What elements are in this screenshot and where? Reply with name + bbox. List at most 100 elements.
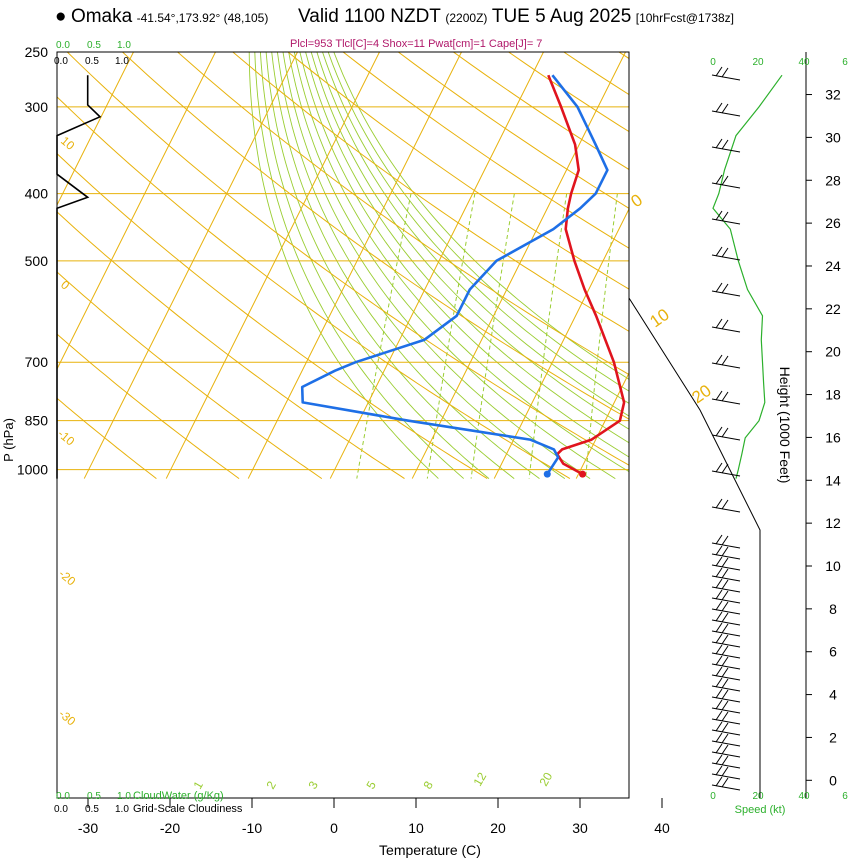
pressure-tick-label: 700 <box>25 354 49 370</box>
wind-barb-icon <box>711 655 741 670</box>
wind-barb-flag <box>721 283 729 294</box>
moist-adiabat-line <box>305 52 629 444</box>
wind-barb-flag <box>721 656 729 667</box>
height-tick-label: 26 <box>825 215 841 231</box>
wind-barb-flag <box>715 743 723 754</box>
moist-adiabat-line <box>276 52 566 479</box>
wind-barb-flag <box>721 546 729 557</box>
moist-adiabat-line <box>299 52 629 458</box>
wind-barb-flag <box>715 600 723 611</box>
x-tick-label: -30 <box>78 820 98 836</box>
mixing-ratio-line <box>528 193 568 479</box>
wind-barb-flag <box>715 567 723 578</box>
height-tick-label: 12 <box>825 515 841 531</box>
wind-barb-flag <box>721 634 729 645</box>
cloud-water-tick-bottom: 1.0 <box>117 791 131 802</box>
wind-barb-flag <box>721 211 729 222</box>
wind-speed-profile-line <box>712 74 783 479</box>
isotherm-line <box>247 52 462 479</box>
pressure-tick-label: 400 <box>25 186 49 202</box>
isotherm-line <box>329 52 544 479</box>
wind-barb-flag <box>721 711 729 722</box>
temperature-surface-marker <box>579 470 587 478</box>
wind-barb-icon <box>711 644 741 659</box>
wind-barb-flag <box>721 499 729 510</box>
dry-adiabat-line <box>674 52 850 479</box>
wind-speed-tick-bottom: 6 <box>842 791 848 802</box>
wind-barb-icon <box>711 102 741 117</box>
mixing-ratio-line <box>426 193 476 479</box>
wind-barb-flag <box>715 688 723 699</box>
wind-barb-flag <box>721 427 729 438</box>
height-tick-label: 10 <box>825 558 841 574</box>
wind-barb-icon <box>711 138 741 153</box>
wind-barb-flag <box>715 426 723 437</box>
x-tick-label: 40 <box>654 820 670 836</box>
wind-barb-flag <box>715 589 723 600</box>
wind-speed-tick-top: 20 <box>752 57 764 68</box>
cloud-water-tick-top: 1.0 <box>117 40 131 51</box>
dry-adiabat-line <box>57 211 405 480</box>
height-tick-label: 22 <box>825 301 841 317</box>
wind-barb-flag <box>715 556 723 567</box>
wind-barb-flag <box>721 733 729 744</box>
wind-barb-flag <box>721 678 729 689</box>
wind-barb-flag <box>721 645 729 656</box>
wind-barb-flag <box>715 174 723 185</box>
wind-barb-flag <box>715 677 723 688</box>
wind-barb-flag <box>715 282 723 293</box>
plot-area <box>57 52 850 480</box>
wind-barb-icon <box>711 666 741 681</box>
x-axis-label: Temperature (C) <box>379 842 481 858</box>
wind-barb-icon <box>711 765 741 780</box>
x-tick-label: 30 <box>572 820 588 836</box>
dry-adiabat-line <box>57 271 323 480</box>
wind-barb-flag <box>715 765 723 776</box>
forecast-run: [10hrFcst@1738z] <box>635 11 734 25</box>
cloud-water-label: CloudWater (g/Kg) <box>133 790 224 802</box>
moist-adiabat-label: 10 <box>646 305 672 331</box>
wind-barb-icon <box>711 354 741 369</box>
isotherm-line <box>575 371 629 479</box>
wind-barb-flag <box>721 579 729 590</box>
isotherm-line <box>83 52 298 479</box>
wind-barb-flag <box>715 210 723 221</box>
wind-barb-icon <box>711 622 741 637</box>
moist-adiabat-line <box>293 52 629 473</box>
wind-barb-flag <box>721 355 729 366</box>
plot-frame <box>56 51 630 799</box>
valid-time: Valid 1100 NZDT (2200Z) TUE 5 Aug 2025 [… <box>298 6 734 28</box>
moist-adiabat-line <box>322 52 629 404</box>
x-tick-label: -10 <box>242 820 262 836</box>
moist-adiabat-label: 0 <box>627 190 646 211</box>
wind-barb-flag <box>715 138 723 149</box>
pressure-tick-label: 850 <box>25 413 49 429</box>
wind-barb-flag <box>721 689 729 700</box>
height-tick-label: 28 <box>825 172 841 188</box>
wind-barb-icon <box>711 589 741 604</box>
height-tick-label: 30 <box>825 129 841 145</box>
wind-barb-flag <box>715 498 723 509</box>
wind-barb-flag <box>721 755 729 766</box>
wind-barb-flag <box>721 777 729 788</box>
wind-speed-tick-bottom: 0 <box>710 791 716 802</box>
wind-barb-flag <box>715 633 723 644</box>
wind-speed-tick-bottom: 20 <box>752 791 764 802</box>
isotherm-line <box>57 52 134 207</box>
station-name: Omaka <box>70 6 133 27</box>
panel-divider-line <box>628 297 761 798</box>
wind-barb-flag <box>721 103 729 114</box>
wind-barb-flag <box>721 139 729 150</box>
wind-barb-flag <box>715 699 723 710</box>
wind-barb-flag <box>715 390 723 401</box>
wind-barb-flag <box>715 611 723 622</box>
wind-barb-icon <box>711 556 741 571</box>
dewpoint-line <box>300 74 609 475</box>
moist-adiabat-line <box>271 52 540 479</box>
wind-barb-flag <box>715 776 723 787</box>
wind-barb-icon <box>711 688 741 703</box>
wind-barb-icon <box>711 699 741 714</box>
cloudiness-tick-top: 0.0 <box>54 56 68 67</box>
moist-adiabat-line <box>288 52 616 479</box>
wind-barb-flag <box>715 66 723 77</box>
